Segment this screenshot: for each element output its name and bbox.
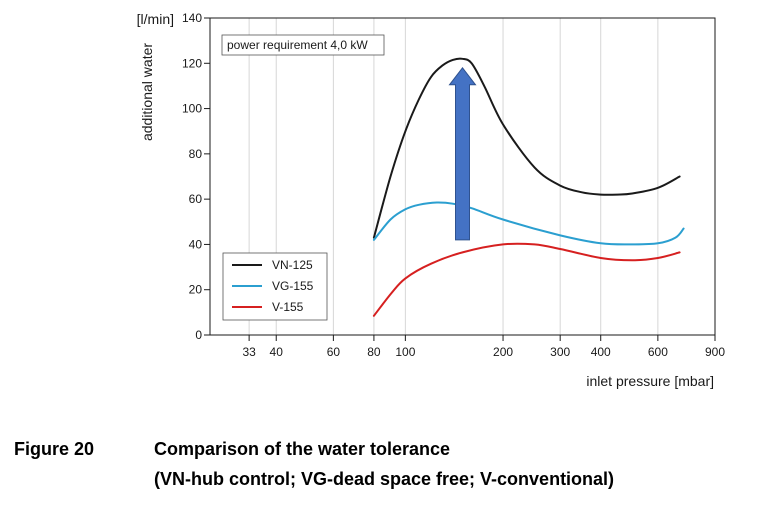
x-axis: 33 40 60 80 100 200 300 400 600 900: [242, 335, 725, 359]
y-tick-label: 140: [182, 11, 202, 25]
increase-arrow: [448, 66, 477, 241]
y-tick-label: 120: [182, 56, 202, 70]
x-tick-label: 400: [591, 345, 611, 359]
x-axis-label: inlet pressure [mbar]: [586, 373, 714, 389]
figure-label: Figure 20: [14, 439, 95, 459]
grid: [248, 18, 659, 335]
figure-title: Comparison of the water tolerance: [154, 439, 451, 459]
y-axis-label: additional water: [139, 43, 155, 141]
y-tick-label: 40: [189, 237, 203, 251]
chart: 0 20 40 60 80 100 120 140 33 40 60 80 100 200 300 400 6…: [137, 11, 726, 389]
series-line-vg-155: [372, 201, 685, 246]
x-tick-label: 100: [395, 345, 415, 359]
x-tick-label: 900: [705, 345, 725, 359]
legend-label: V-155: [272, 300, 304, 314]
series-line-vn-125: [372, 57, 681, 239]
legend-label: VG-155: [272, 279, 314, 293]
x-tick-label: 200: [493, 345, 513, 359]
x-tick-label: 60: [327, 345, 341, 359]
series-line-v-155: [372, 242, 681, 317]
y-tick-label: 80: [189, 147, 203, 161]
x-tick-label: 600: [648, 345, 668, 359]
y-tick-label: 100: [182, 102, 202, 116]
y-axis: 0 20 40 60 80 100 120 140: [182, 11, 210, 342]
figure-subtitle: (VN-hub control; VG-dead space free; V-c…: [154, 469, 615, 489]
arrow-annotation: [448, 66, 477, 241]
annotation-text: power requirement 4,0 kW: [227, 38, 368, 52]
series-lines: [372, 57, 685, 317]
legend: VN-125 VG-155 V-155: [222, 252, 328, 321]
x-tick-label: 33: [242, 345, 256, 359]
y-tick-label: 0: [195, 328, 202, 342]
y-tick-label: 20: [189, 283, 203, 297]
x-tick-label: 80: [367, 345, 381, 359]
legend-label: VN-125: [272, 258, 313, 272]
x-tick-label: 40: [270, 345, 284, 359]
y-axis-unit: [l/min]: [137, 11, 174, 27]
plot-frame: [209, 17, 716, 336]
x-tick-label: 300: [550, 345, 570, 359]
annotation-box: power requirement 4,0 kW: [221, 34, 385, 56]
y-tick-label: 60: [189, 192, 203, 206]
